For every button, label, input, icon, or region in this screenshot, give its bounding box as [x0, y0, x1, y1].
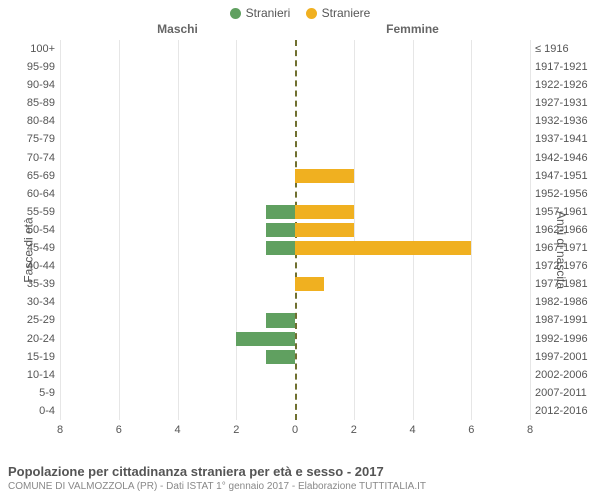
age-row: 15-191997-2001 [60, 348, 530, 366]
age-row: 45-491967-1971 [60, 239, 530, 257]
x-tick: 4 [174, 424, 180, 436]
year-label: 2012-2016 [535, 402, 595, 420]
chart-subtitle: COMUNE DI VALMOZZOLA (PR) - Dati ISTAT 1… [8, 481, 592, 492]
bar-female [295, 169, 354, 183]
year-label: 1942-1946 [535, 149, 595, 167]
year-label: 1947-1951 [535, 167, 595, 185]
header-female: Femmine [295, 22, 530, 40]
age-label: 5-9 [5, 384, 55, 402]
y-axis-title-left: Fasce di età [22, 217, 36, 282]
legend-item-female: Straniere [306, 6, 371, 20]
x-tick: 2 [233, 424, 239, 436]
year-label: 1922-1926 [535, 76, 595, 94]
age-row: 85-891927-1931 [60, 94, 530, 112]
age-row: 90-941922-1926 [60, 76, 530, 94]
plot-area: 100+≤ 191695-991917-192190-941922-192685… [60, 40, 530, 420]
year-label: 2007-2011 [535, 384, 595, 402]
footer: Popolazione per cittadinanza straniera p… [8, 464, 592, 492]
year-label: 1987-1991 [535, 311, 595, 329]
age-row: 100+≤ 1916 [60, 40, 530, 58]
x-tick: 6 [116, 424, 122, 436]
x-tick: 6 [468, 424, 474, 436]
age-row: 5-92007-2011 [60, 384, 530, 402]
x-tick: 8 [527, 424, 533, 436]
year-label: 2002-2006 [535, 366, 595, 384]
age-row: 50-541962-1966 [60, 221, 530, 239]
bar-male [266, 313, 295, 327]
header-male: Maschi [60, 22, 295, 40]
legend-label-female: Straniere [322, 6, 371, 20]
bar-male [266, 241, 295, 255]
age-label: 60-64 [5, 185, 55, 203]
age-label: 10-14 [5, 366, 55, 384]
age-label: 70-74 [5, 149, 55, 167]
legend-item-male: Stranieri [230, 6, 291, 20]
bar-male [236, 332, 295, 346]
age-label: 95-99 [5, 58, 55, 76]
age-label: 30-34 [5, 293, 55, 311]
age-row: 60-641952-1956 [60, 185, 530, 203]
bar-male [266, 205, 295, 219]
age-row: 80-841932-1936 [60, 112, 530, 130]
year-label: ≤ 1916 [535, 40, 595, 58]
age-row: 40-441972-1976 [60, 257, 530, 275]
year-label: 1937-1941 [535, 130, 595, 148]
x-axis: 8 6 4 2 0 2 4 6 8 [60, 424, 530, 438]
year-label: 1917-1921 [535, 58, 595, 76]
age-label: 80-84 [5, 112, 55, 130]
bar-female [295, 223, 354, 237]
legend-swatch-male [230, 8, 241, 19]
bar-female [295, 205, 354, 219]
age-row: 25-291987-1991 [60, 311, 530, 329]
age-label: 85-89 [5, 94, 55, 112]
age-label: 90-94 [5, 76, 55, 94]
year-label: 1997-2001 [535, 348, 595, 366]
y-axis-title-right: Anni di nascita [554, 211, 568, 289]
age-label: 25-29 [5, 311, 55, 329]
gridline [530, 40, 531, 420]
year-label: 1927-1931 [535, 94, 595, 112]
age-row: 75-791937-1941 [60, 130, 530, 148]
legend-swatch-female [306, 8, 317, 19]
age-row: 55-591957-1961 [60, 203, 530, 221]
age-row: 70-741942-1946 [60, 149, 530, 167]
age-label: 0-4 [5, 402, 55, 420]
column-headers: Maschi Femmine [60, 22, 530, 40]
bar-female [295, 241, 471, 255]
age-row: 95-991917-1921 [60, 58, 530, 76]
age-row: 0-42012-2016 [60, 402, 530, 420]
age-label: 100+ [5, 40, 55, 58]
year-label: 1992-1996 [535, 330, 595, 348]
age-row: 20-241992-1996 [60, 330, 530, 348]
age-row: 65-691947-1951 [60, 167, 530, 185]
age-label: 20-24 [5, 330, 55, 348]
legend: Stranieri Straniere [0, 0, 600, 22]
legend-label-male: Stranieri [246, 6, 291, 20]
x-tick: 0 [292, 424, 298, 436]
year-label: 1932-1936 [535, 112, 595, 130]
age-label: 65-69 [5, 167, 55, 185]
age-label: 15-19 [5, 348, 55, 366]
age-row: 10-142002-2006 [60, 366, 530, 384]
x-tick: 4 [409, 424, 415, 436]
x-tick: 2 [351, 424, 357, 436]
age-row: 35-391977-1981 [60, 275, 530, 293]
chart-title: Popolazione per cittadinanza straniera p… [8, 464, 592, 479]
x-tick: 8 [57, 424, 63, 436]
year-label: 1982-1986 [535, 293, 595, 311]
age-row: 30-341982-1986 [60, 293, 530, 311]
year-label: 1952-1956 [535, 185, 595, 203]
bar-male [266, 350, 295, 364]
bar-male [266, 223, 295, 237]
age-label: 75-79 [5, 130, 55, 148]
population-pyramid-chart: Stranieri Straniere Maschi Femmine 100+≤… [0, 0, 600, 500]
bar-female [295, 277, 324, 291]
